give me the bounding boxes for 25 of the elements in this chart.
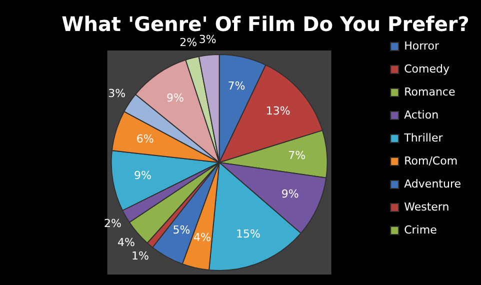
data-label: 13% (266, 104, 290, 118)
data-label: 7% (288, 149, 306, 162)
legend-label: Thriller (403, 131, 444, 144)
legend-label: Romance (404, 85, 456, 98)
legend-label: Crime (404, 223, 438, 236)
data-label: 4% (118, 236, 135, 249)
data-label: 3% (108, 87, 126, 100)
data-label: 6% (136, 132, 154, 146)
data-label: 3% (198, 32, 216, 46)
legend-label: Horror (404, 39, 440, 52)
data-label: 15% (236, 228, 260, 241)
data-label: 9% (281, 188, 299, 201)
data-label: 9% (134, 168, 152, 182)
data-label: 7% (228, 80, 246, 93)
legend-label: Adventure (404, 177, 462, 190)
legend-label: Action (404, 108, 439, 122)
data-label: 5% (172, 223, 190, 236)
legend-label: Western (404, 200, 450, 214)
legend-label: Rom/Com (404, 154, 458, 168)
legend-label: Comedy (404, 62, 450, 76)
data-label: 9% (166, 91, 184, 104)
data-label: 2% (180, 36, 198, 50)
data-label: 2% (104, 216, 122, 230)
data-label: 4% (193, 231, 211, 244)
data-label: 1% (131, 250, 149, 263)
